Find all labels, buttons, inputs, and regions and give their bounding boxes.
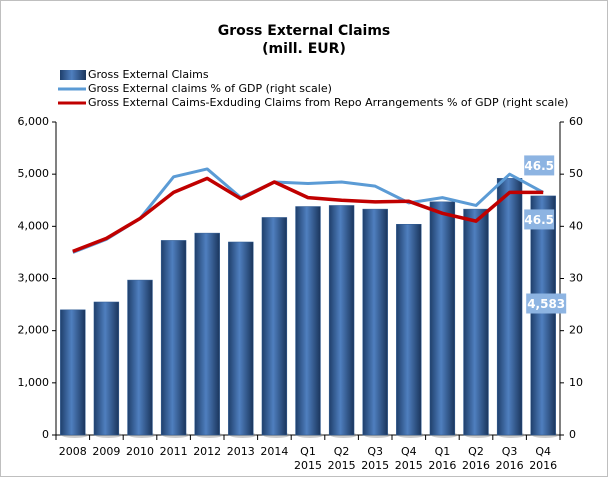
legend-label: Gross External Caims-Exduding Claims fro… — [88, 96, 568, 109]
y2-tick-label: 0 — [569, 428, 576, 441]
bar — [160, 240, 187, 436]
y2-tick-label: 50 — [569, 167, 583, 180]
chart-subtitle: (mill. EUR) — [262, 41, 346, 57]
x-tick-label: 2014 — [260, 445, 288, 458]
data-label: 46.5 — [524, 213, 554, 227]
bar — [496, 178, 523, 436]
data-label: 4,583 — [527, 297, 565, 311]
y2-tick-label: 40 — [569, 219, 583, 232]
x-tick-label: 2013 — [227, 445, 255, 458]
bar — [530, 195, 556, 436]
line — [72, 167, 544, 254]
chart-title: Gross External Claims — [218, 23, 391, 39]
y-tick-label: 6,000 — [18, 115, 50, 128]
bar — [194, 232, 220, 436]
line — [72, 176, 544, 254]
x-tick-label: Q4 2015 — [395, 445, 423, 472]
bar — [228, 241, 254, 436]
legend-label: Gross External claims % of GDP (right sc… — [88, 82, 332, 95]
y2-tick-label: 30 — [569, 272, 583, 285]
bar — [396, 223, 422, 436]
bar — [463, 208, 489, 436]
bar — [429, 201, 456, 436]
bar — [261, 217, 288, 436]
x-tick-label: Q3 2016 — [496, 445, 524, 472]
y-tick-label: 1,000 — [18, 376, 50, 389]
x-tick-label: Q2 2016 — [462, 445, 490, 472]
y-tick-label: 0 — [42, 428, 49, 441]
x-tick-label: 2012 — [193, 445, 221, 458]
bar — [328, 205, 355, 436]
y-tick-label: 4,000 — [18, 219, 50, 232]
x-tick-label: Q1 2015 — [294, 445, 322, 472]
x-tick-label: 2011 — [160, 445, 188, 458]
y-tick-label: 2,000 — [18, 324, 50, 337]
x-tick-label: Q1 2016 — [428, 445, 456, 472]
bar — [127, 279, 153, 436]
data-label-box — [524, 155, 555, 176]
y-tick-label: 3,000 — [18, 272, 50, 285]
bar — [60, 309, 86, 436]
bar — [362, 208, 388, 436]
x-tick-label: Q4 2016 — [529, 445, 557, 472]
y2-tick-label: 20 — [569, 324, 583, 337]
x-tick-label: 2008 — [59, 445, 87, 458]
y2-tick-label: 10 — [569, 376, 583, 389]
data-label-box — [524, 209, 555, 230]
y2-tick-label: 60 — [569, 115, 583, 128]
x-tick-label: Q3 2015 — [361, 445, 389, 472]
bar — [93, 301, 120, 436]
bar — [295, 206, 321, 436]
data-label-box — [526, 293, 567, 314]
x-tick-label: 2010 — [126, 445, 154, 458]
y-tick-label: 5,000 — [18, 167, 50, 180]
x-tick-label: Q2 2015 — [328, 445, 356, 472]
x-tick-label: 2009 — [92, 445, 120, 458]
data-label: 46.5 — [524, 159, 554, 173]
legend-label: Gross External Claims — [88, 68, 209, 81]
legend-swatch — [60, 70, 86, 80]
